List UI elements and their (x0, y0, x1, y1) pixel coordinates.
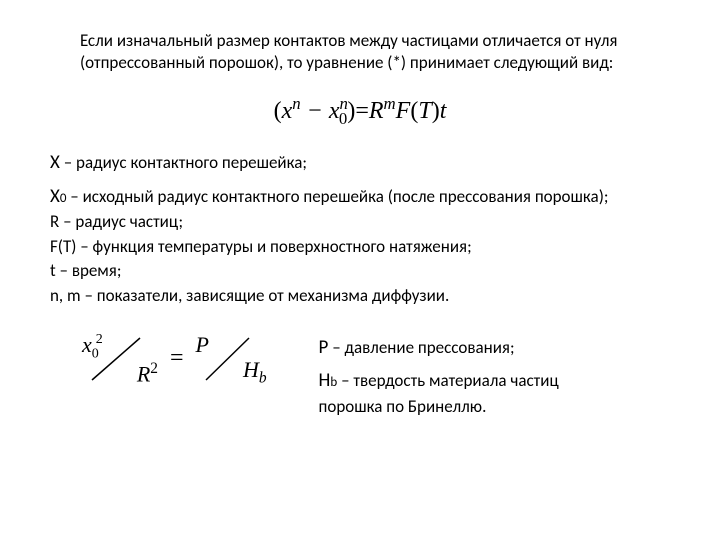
frac-right: P Hb (194, 334, 269, 384)
def-x0-var: X (50, 185, 60, 208)
eq1-x0: x (329, 98, 340, 124)
def-p-var: P (319, 336, 329, 359)
def-x0-text: – исходный радиус контактного перешейка … (66, 186, 608, 207)
frac2-den-sub: b (259, 370, 267, 387)
eq2-eq: = (170, 345, 184, 372)
eq1-minus: − (301, 98, 329, 124)
frac1-num-sup: 2 (96, 332, 103, 347)
eq1-R: R (369, 98, 384, 124)
rparen2: ) (432, 98, 440, 124)
definitions-block-2: P – давление прессования; Hb – твердость… (319, 334, 609, 420)
frac1-den-var: R (137, 362, 150, 387)
frac1-den: R2 (137, 360, 158, 387)
def-x-var: X (50, 151, 60, 174)
def-p-text: – давление прессования; (328, 337, 514, 358)
eq1-eq: = (355, 98, 369, 124)
eq1-x: x (282, 98, 293, 124)
frac1-den-sup: 2 (150, 360, 158, 377)
definitions-block-1: X – радиус контактного перешейка; X0 – и… (50, 149, 670, 309)
frac1-num-var: x (82, 332, 92, 357)
frac2-den-var: H (243, 357, 259, 382)
row-equation2: x02 R2 = P Hb P – давление прессования; … (50, 334, 670, 420)
def-h-text: – твердость материала частиц порошка по … (319, 370, 559, 417)
def-h: Hb – твердость материала частиц порошка … (319, 367, 609, 419)
def-r: R – радиус частиц; (50, 210, 670, 235)
frac2-den: Hb (243, 357, 267, 387)
eq1-n1: n (292, 94, 300, 113)
def-h-var: H (319, 369, 331, 392)
eq1-t: t (440, 98, 447, 124)
lparen: ( (274, 98, 282, 124)
def-x: X – радиус контактного перешейка; (50, 149, 670, 177)
def-ft: F(T) – функция температуры и поверхностн… (50, 235, 670, 260)
eq1-m: m (384, 94, 396, 113)
def-t: t – время; (50, 259, 670, 284)
frac2-num: P (196, 332, 209, 358)
def-nm: n, m – показатели, зависящие от механизм… (50, 284, 670, 309)
eq1-F: F (396, 98, 411, 124)
def-p: P – давление прессования; (319, 334, 609, 362)
def-x0: X0 – исходный радиус контактного перешей… (50, 183, 670, 211)
frac1-num-sub: 0 (92, 346, 99, 361)
intro-text: Если изначальный размер контактов между … (80, 30, 670, 74)
eq1-T: T (418, 98, 431, 124)
frac-left: x02 R2 (80, 334, 160, 384)
equation-main: (xn − xn0)=RmF(T)t (50, 94, 670, 129)
frac1-num: x02 (82, 332, 103, 362)
def-x-text: – радиус контактного перешейка; (60, 152, 307, 173)
equation-pressure: x02 R2 = P Hb (80, 334, 269, 384)
